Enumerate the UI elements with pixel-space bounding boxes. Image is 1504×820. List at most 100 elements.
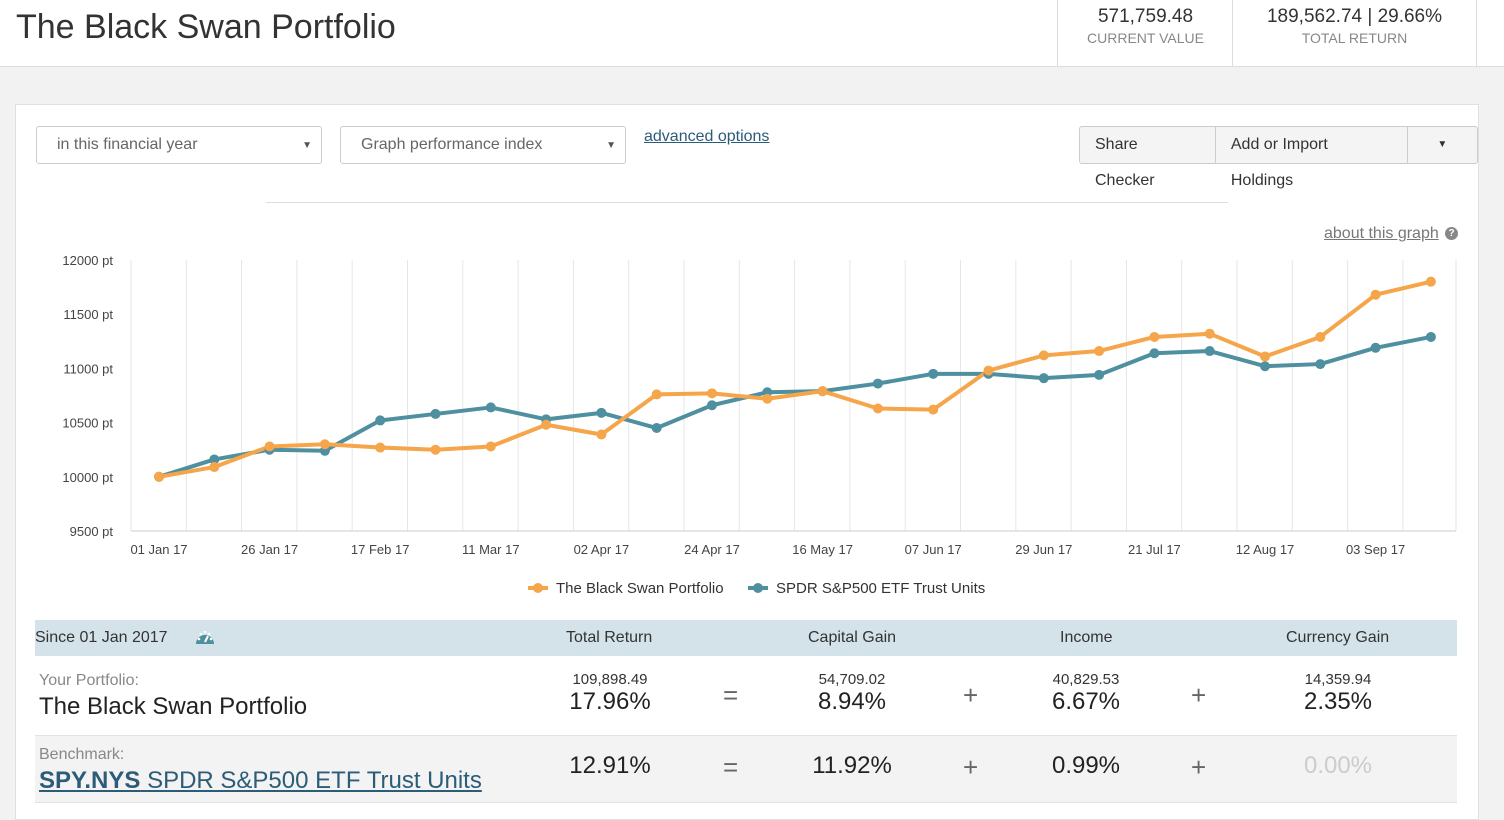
data-point[interactable]	[1094, 369, 1105, 380]
data-point[interactable]	[707, 400, 717, 411]
divider	[266, 202, 1228, 203]
benchmark-income: 0.99%	[1051, 752, 1121, 779]
data-point[interactable]	[762, 393, 773, 404]
more-actions-caret-icon[interactable]: ▼	[1437, 139, 1448, 150]
data-point[interactable]	[1038, 373, 1049, 384]
portfolio-label: Your Portfolio:	[39, 672, 139, 689]
x-tick-label: 03 Sep 17	[1346, 542, 1405, 557]
x-tick-label: 11 Mar 17	[462, 542, 520, 557]
col-capital-gain: Capital Gain	[808, 629, 897, 646]
x-tick-label: 17 Feb 17	[351, 542, 410, 557]
data-point[interactable]	[1260, 351, 1270, 362]
legend-marker[interactable]	[753, 583, 763, 593]
performance-card: in this financial year ▼ Graph performan…	[15, 104, 1479, 820]
data-point[interactable]	[209, 462, 220, 473]
data-point[interactable]	[485, 402, 496, 413]
benchmark-row: Benchmark: SPY.NYS SPDR S&P500 ETF Trust…	[35, 736, 1457, 803]
benchmark-total-return: 12.91%	[569, 752, 651, 779]
data-point[interactable]	[1094, 346, 1105, 357]
data-point[interactable]	[375, 415, 386, 426]
data-point[interactable]	[1315, 359, 1326, 370]
page-title: The Black Swan Portfolio	[16, 8, 396, 46]
benchmark-name: SPDR S&P500 ETF Trust Units	[147, 767, 482, 794]
y-tick-label: 10500 pt	[62, 416, 113, 431]
equals-sign: =	[723, 680, 739, 710]
data-point[interactable]	[928, 368, 939, 379]
data-point[interactable]	[983, 365, 994, 376]
y-tick-label: 9500 pt	[70, 524, 114, 539]
total-return: 189,562.74 | 29.66%	[1266, 6, 1443, 27]
data-point[interactable]	[928, 404, 939, 415]
period-select[interactable]: in this financial year ▼	[36, 126, 322, 164]
help-icon[interactable]: ?	[1445, 227, 1458, 240]
amount: 14,359.94	[1304, 671, 1372, 688]
summary-header: Since 01 Jan 2017 Total Return Capital G…	[35, 620, 1457, 656]
speedometer-icon[interactable]	[194, 628, 216, 646]
data-point[interactable]	[430, 444, 441, 455]
data-point[interactable]	[1204, 346, 1215, 357]
x-tick-label: 16 May 17	[792, 542, 853, 557]
percent: 2.35%	[1303, 688, 1373, 715]
add-import-holdings-button[interactable]: Add or Import Holdings	[1216, 127, 1408, 189]
performance-chart: 12000 pt 11500 pt 11000 pt 10500 pt 10000 pt…	[62, 253, 1457, 597]
benchmark-capital-gain: 11.92%	[812, 752, 892, 779]
data-point[interactable]	[651, 389, 662, 400]
data-point[interactable]	[1425, 276, 1436, 287]
current-value-label: CURRENT VALUE	[1087, 30, 1204, 46]
legend-label[interactable]: The Black Swan Portfolio	[556, 580, 724, 597]
data-point[interactable]	[596, 429, 607, 440]
percent: 8.94%	[817, 688, 887, 715]
data-point[interactable]	[264, 441, 275, 452]
advanced-options-link[interactable]: advanced options	[644, 128, 770, 145]
x-tick-label: 26 Jan 17	[241, 542, 298, 557]
x-tick-label: 12 Aug 17	[1236, 542, 1295, 557]
y-tick-label: 12000 pt	[62, 253, 113, 268]
percent: 6.67%	[1051, 688, 1121, 715]
amount: 109,898.49	[572, 671, 648, 688]
about-graph-link[interactable]: about this graph	[1324, 225, 1439, 242]
data-point[interactable]	[1149, 348, 1160, 359]
data-point[interactable]	[817, 386, 828, 397]
data-point[interactable]	[1260, 361, 1270, 372]
percent: 17.96%	[569, 688, 651, 715]
share-checker-button[interactable]: Share Checker	[1080, 127, 1216, 189]
portfolio-currency-gain: 14,359.94 2.35%	[1263, 671, 1413, 716]
portfolio-capital-gain: 54,709.02 8.94%	[777, 671, 927, 716]
data-point[interactable]	[1425, 331, 1436, 342]
data-point[interactable]	[430, 408, 441, 419]
total-return-label: TOTAL RETURN	[1301, 30, 1408, 46]
legend-marker[interactable]	[533, 583, 543, 593]
benchmark-code: SPY.NYS	[39, 767, 141, 794]
x-tick-label: 24 Apr 17	[684, 542, 740, 557]
data-point[interactable]	[651, 423, 662, 434]
data-point[interactable]	[1149, 331, 1160, 342]
data-point[interactable]	[541, 419, 552, 430]
dropdown-arrow-icon: ▼	[302, 140, 312, 151]
data-point[interactable]	[209, 454, 220, 465]
data-point[interactable]	[319, 439, 330, 450]
page-header: The Black Swan Portfolio 571,759.48 CURR…	[0, 0, 1504, 67]
data-point[interactable]	[1315, 331, 1326, 342]
portfolio-income: 40,829.53 6.67%	[1011, 671, 1161, 716]
x-tick-label: 07 Jun 17	[905, 542, 962, 557]
benchmark-label: Benchmark:	[39, 746, 125, 763]
data-point[interactable]	[154, 471, 164, 482]
dropdown-arrow-icon: ▼	[606, 140, 616, 151]
data-point[interactable]	[596, 407, 607, 418]
data-point[interactable]	[707, 388, 717, 399]
portfolio-row: Your Portfolio: The Black Swan Portfolio…	[35, 656, 1457, 736]
y-tick-label: 10000 pt	[62, 470, 113, 485]
data-point[interactable]	[485, 441, 496, 452]
data-point[interactable]	[375, 442, 386, 453]
data-point[interactable]	[1038, 350, 1049, 361]
data-point[interactable]	[1204, 328, 1215, 339]
data-point[interactable]	[872, 403, 883, 414]
portfolio-name: The Black Swan Portfolio	[39, 693, 308, 720]
equals-sign: =	[723, 752, 739, 782]
graph-type-select[interactable]: Graph performance index ▼	[340, 126, 626, 164]
data-point[interactable]	[1370, 342, 1381, 353]
legend-label[interactable]: SPDR S&P500 ETF Trust Units	[776, 580, 985, 597]
data-point[interactable]	[1370, 289, 1381, 300]
benchmark-link[interactable]: SPY.NYS SPDR S&P500 ETF Trust Units	[39, 767, 482, 795]
data-point[interactable]	[872, 378, 883, 389]
